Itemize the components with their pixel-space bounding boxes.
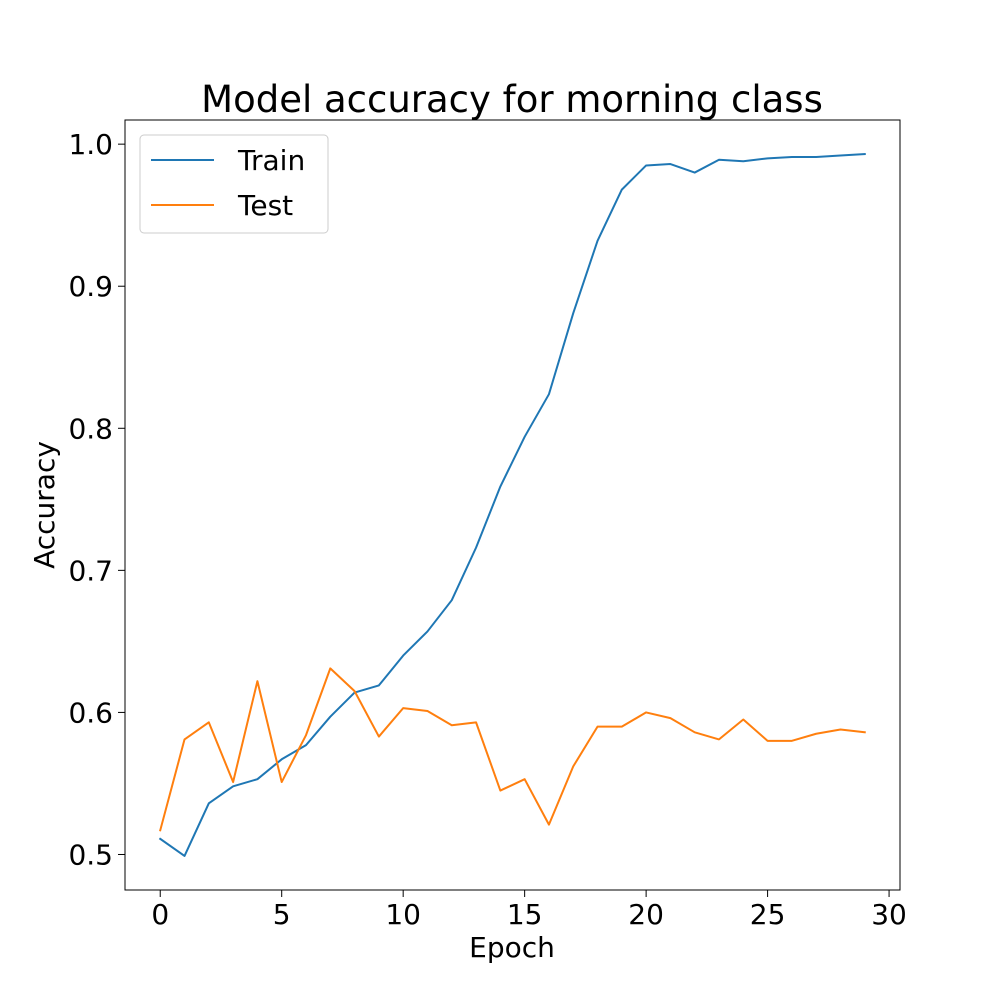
y-tick-label: 0.6 (68, 696, 113, 729)
plot-area (124, 119, 901, 891)
chart-title: Model accuracy for morning class (201, 78, 823, 121)
series-line-test (159, 667, 866, 832)
x-tick-label: 10 (385, 898, 421, 931)
x-tick-label: 30 (871, 898, 907, 931)
y-tick-label: 1.0 (68, 128, 113, 161)
x-tick-label: 20 (628, 898, 664, 931)
x-tick-label: 25 (750, 898, 786, 931)
plot-frame (124, 119, 901, 891)
x-tick-label: 0 (151, 898, 169, 931)
legend-label-train: Train (237, 144, 305, 177)
y-tick-label: 0.7 (68, 554, 113, 587)
y-tick-label: 0.5 (68, 838, 113, 871)
x-axis-label: Epoch (469, 931, 555, 964)
y-axis-label: Accuracy (28, 441, 61, 569)
x-axis-ticks: 0 5 10 15 20 25 30 (151, 890, 907, 931)
legend: Train Test (139, 134, 329, 234)
series-lines (158, 153, 866, 857)
y-tick-label: 0.8 (68, 412, 113, 445)
y-axis-ticks: 0.5 0.6 0.7 0.8 0.9 1.0 (68, 128, 125, 871)
legend-label-test: Test (237, 189, 293, 222)
x-tick-label: 15 (507, 898, 543, 931)
x-tick-label: 5 (273, 898, 291, 931)
y-tick-label: 0.9 (68, 270, 113, 303)
